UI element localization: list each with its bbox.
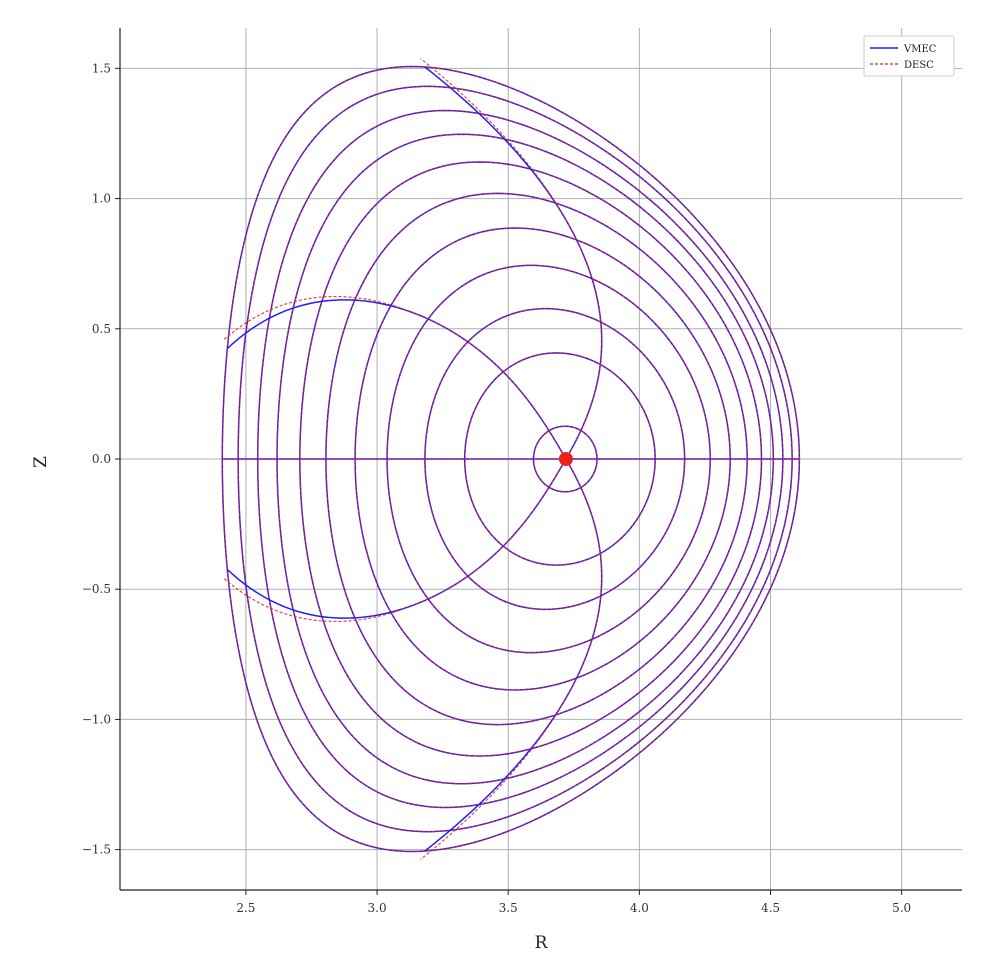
legend-label-desc: DESC (904, 60, 934, 71)
legend-box (863, 35, 955, 77)
y-tick-label: −1.0 (82, 712, 111, 726)
x-tick-label: 4.5 (761, 901, 780, 915)
x-tick-label: 5.0 (892, 901, 911, 915)
desc-flux-surface (386, 264, 711, 654)
x-tick-label: 3.5 (499, 901, 518, 915)
tick-labels: 2.5 3.0 3.5 4.0 4.5 5.0 −1.5 −1.0 −0.5 0.0 0.5 1.0 1… (82, 61, 911, 915)
y-axis-label: Z (31, 456, 51, 468)
x-tick-label: 4.0 (630, 901, 649, 915)
y-tick-label: 0.5 (92, 322, 111, 336)
magnetic-axis-marker (558, 452, 573, 466)
x-tick-label: 2.5 (236, 901, 255, 915)
x-tick-label: 3.0 (368, 901, 387, 915)
vmec-theta-line (424, 66, 603, 460)
plot-area (221, 58, 801, 860)
desc-theta-line (420, 58, 603, 460)
x-axis-label: R (535, 933, 549, 953)
y-tick-label: −0.5 (82, 582, 111, 596)
desc-flux-surface (354, 227, 731, 691)
y-tick-label: 0.0 (92, 452, 111, 466)
desc-theta-line (222, 295, 567, 460)
y-tick-label: 1.5 (92, 61, 111, 75)
desc-theta-line (420, 458, 603, 860)
y-tick-label: 1.0 (92, 192, 111, 206)
vmec-theta-line (424, 458, 603, 852)
y-tick-label: −1.5 (82, 843, 111, 857)
legend: VMEC DESC (863, 35, 955, 77)
desc-theta-line (222, 458, 567, 623)
legend-label-vmec: VMEC (903, 44, 937, 55)
